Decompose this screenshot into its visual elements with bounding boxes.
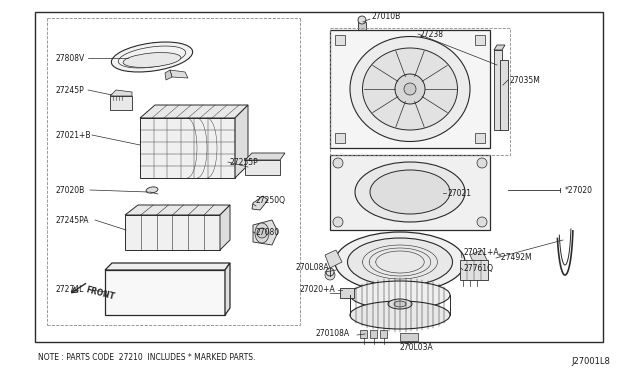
Ellipse shape — [362, 48, 458, 130]
Bar — [400, 333, 418, 341]
Circle shape — [257, 228, 267, 238]
Text: 27021+A: 27021+A — [463, 247, 499, 257]
Circle shape — [358, 16, 366, 24]
Text: 270108A: 270108A — [315, 328, 349, 337]
Bar — [475, 35, 485, 45]
Circle shape — [404, 83, 416, 95]
Text: 27035M: 27035M — [510, 76, 541, 84]
Polygon shape — [500, 60, 508, 130]
Text: 27245P: 27245P — [55, 86, 84, 94]
Text: 27250Q: 27250Q — [255, 196, 285, 205]
Polygon shape — [253, 220, 278, 245]
Polygon shape — [165, 70, 172, 80]
Circle shape — [477, 158, 487, 168]
Polygon shape — [220, 205, 230, 250]
Ellipse shape — [394, 301, 406, 307]
Circle shape — [326, 268, 334, 276]
Bar — [360, 330, 367, 338]
Text: 27020B: 27020B — [55, 186, 84, 195]
Bar — [335, 35, 345, 45]
Polygon shape — [235, 105, 248, 178]
Bar — [340, 288, 354, 298]
Polygon shape — [140, 118, 235, 178]
Polygon shape — [105, 270, 225, 315]
Polygon shape — [105, 263, 230, 270]
Ellipse shape — [350, 301, 450, 329]
Text: *27492M: *27492M — [498, 253, 532, 263]
Ellipse shape — [355, 162, 465, 222]
Text: 27245PA: 27245PA — [55, 215, 88, 224]
Polygon shape — [140, 105, 248, 118]
Circle shape — [477, 217, 487, 227]
Text: FRONT: FRONT — [85, 286, 116, 302]
Text: 27274L: 27274L — [55, 285, 83, 295]
Polygon shape — [330, 30, 490, 148]
Polygon shape — [252, 196, 268, 210]
Text: 27080: 27080 — [255, 228, 279, 237]
Ellipse shape — [370, 170, 450, 214]
Bar — [335, 133, 345, 143]
Polygon shape — [494, 50, 502, 130]
Circle shape — [333, 158, 343, 168]
Ellipse shape — [146, 187, 158, 193]
Bar — [358, 22, 366, 32]
Ellipse shape — [348, 238, 452, 286]
Polygon shape — [494, 45, 505, 50]
Polygon shape — [125, 205, 230, 215]
Polygon shape — [325, 250, 342, 268]
Polygon shape — [125, 215, 220, 250]
Text: 27255P: 27255P — [230, 157, 259, 167]
Text: J27001L8: J27001L8 — [571, 357, 610, 366]
Text: 27020+A: 27020+A — [300, 285, 336, 295]
Ellipse shape — [111, 42, 193, 72]
Bar — [110, 96, 132, 110]
Bar — [35, 12, 603, 342]
Bar — [380, 330, 387, 338]
Ellipse shape — [123, 52, 181, 67]
Text: 27808V: 27808V — [55, 54, 84, 62]
Circle shape — [333, 217, 343, 227]
Text: 27761Q: 27761Q — [463, 263, 493, 273]
Polygon shape — [245, 160, 280, 175]
Text: 27021+B: 27021+B — [55, 131, 90, 140]
Text: 270L08A: 270L08A — [295, 263, 328, 273]
Ellipse shape — [350, 36, 470, 141]
Polygon shape — [330, 155, 490, 230]
Ellipse shape — [335, 232, 465, 292]
Ellipse shape — [255, 223, 269, 243]
Bar — [370, 330, 377, 338]
Text: 270L03A: 270L03A — [400, 343, 434, 353]
Circle shape — [325, 270, 335, 280]
Polygon shape — [470, 250, 488, 268]
Ellipse shape — [350, 281, 450, 309]
Circle shape — [395, 74, 425, 104]
Text: 27238: 27238 — [420, 29, 444, 38]
Text: 27021: 27021 — [448, 189, 472, 198]
Polygon shape — [170, 70, 188, 78]
Ellipse shape — [388, 299, 412, 309]
Bar — [475, 133, 485, 143]
Polygon shape — [225, 263, 230, 315]
Text: *27020: *27020 — [565, 186, 593, 195]
Text: NOTE : PARTS CODE  27210  INCLUDES * MARKED PARTS.: NOTE : PARTS CODE 27210 INCLUDES * MARKE… — [38, 353, 255, 362]
Polygon shape — [110, 90, 132, 96]
Text: 27010B: 27010B — [372, 12, 401, 20]
Bar — [460, 260, 488, 280]
Polygon shape — [245, 153, 285, 160]
